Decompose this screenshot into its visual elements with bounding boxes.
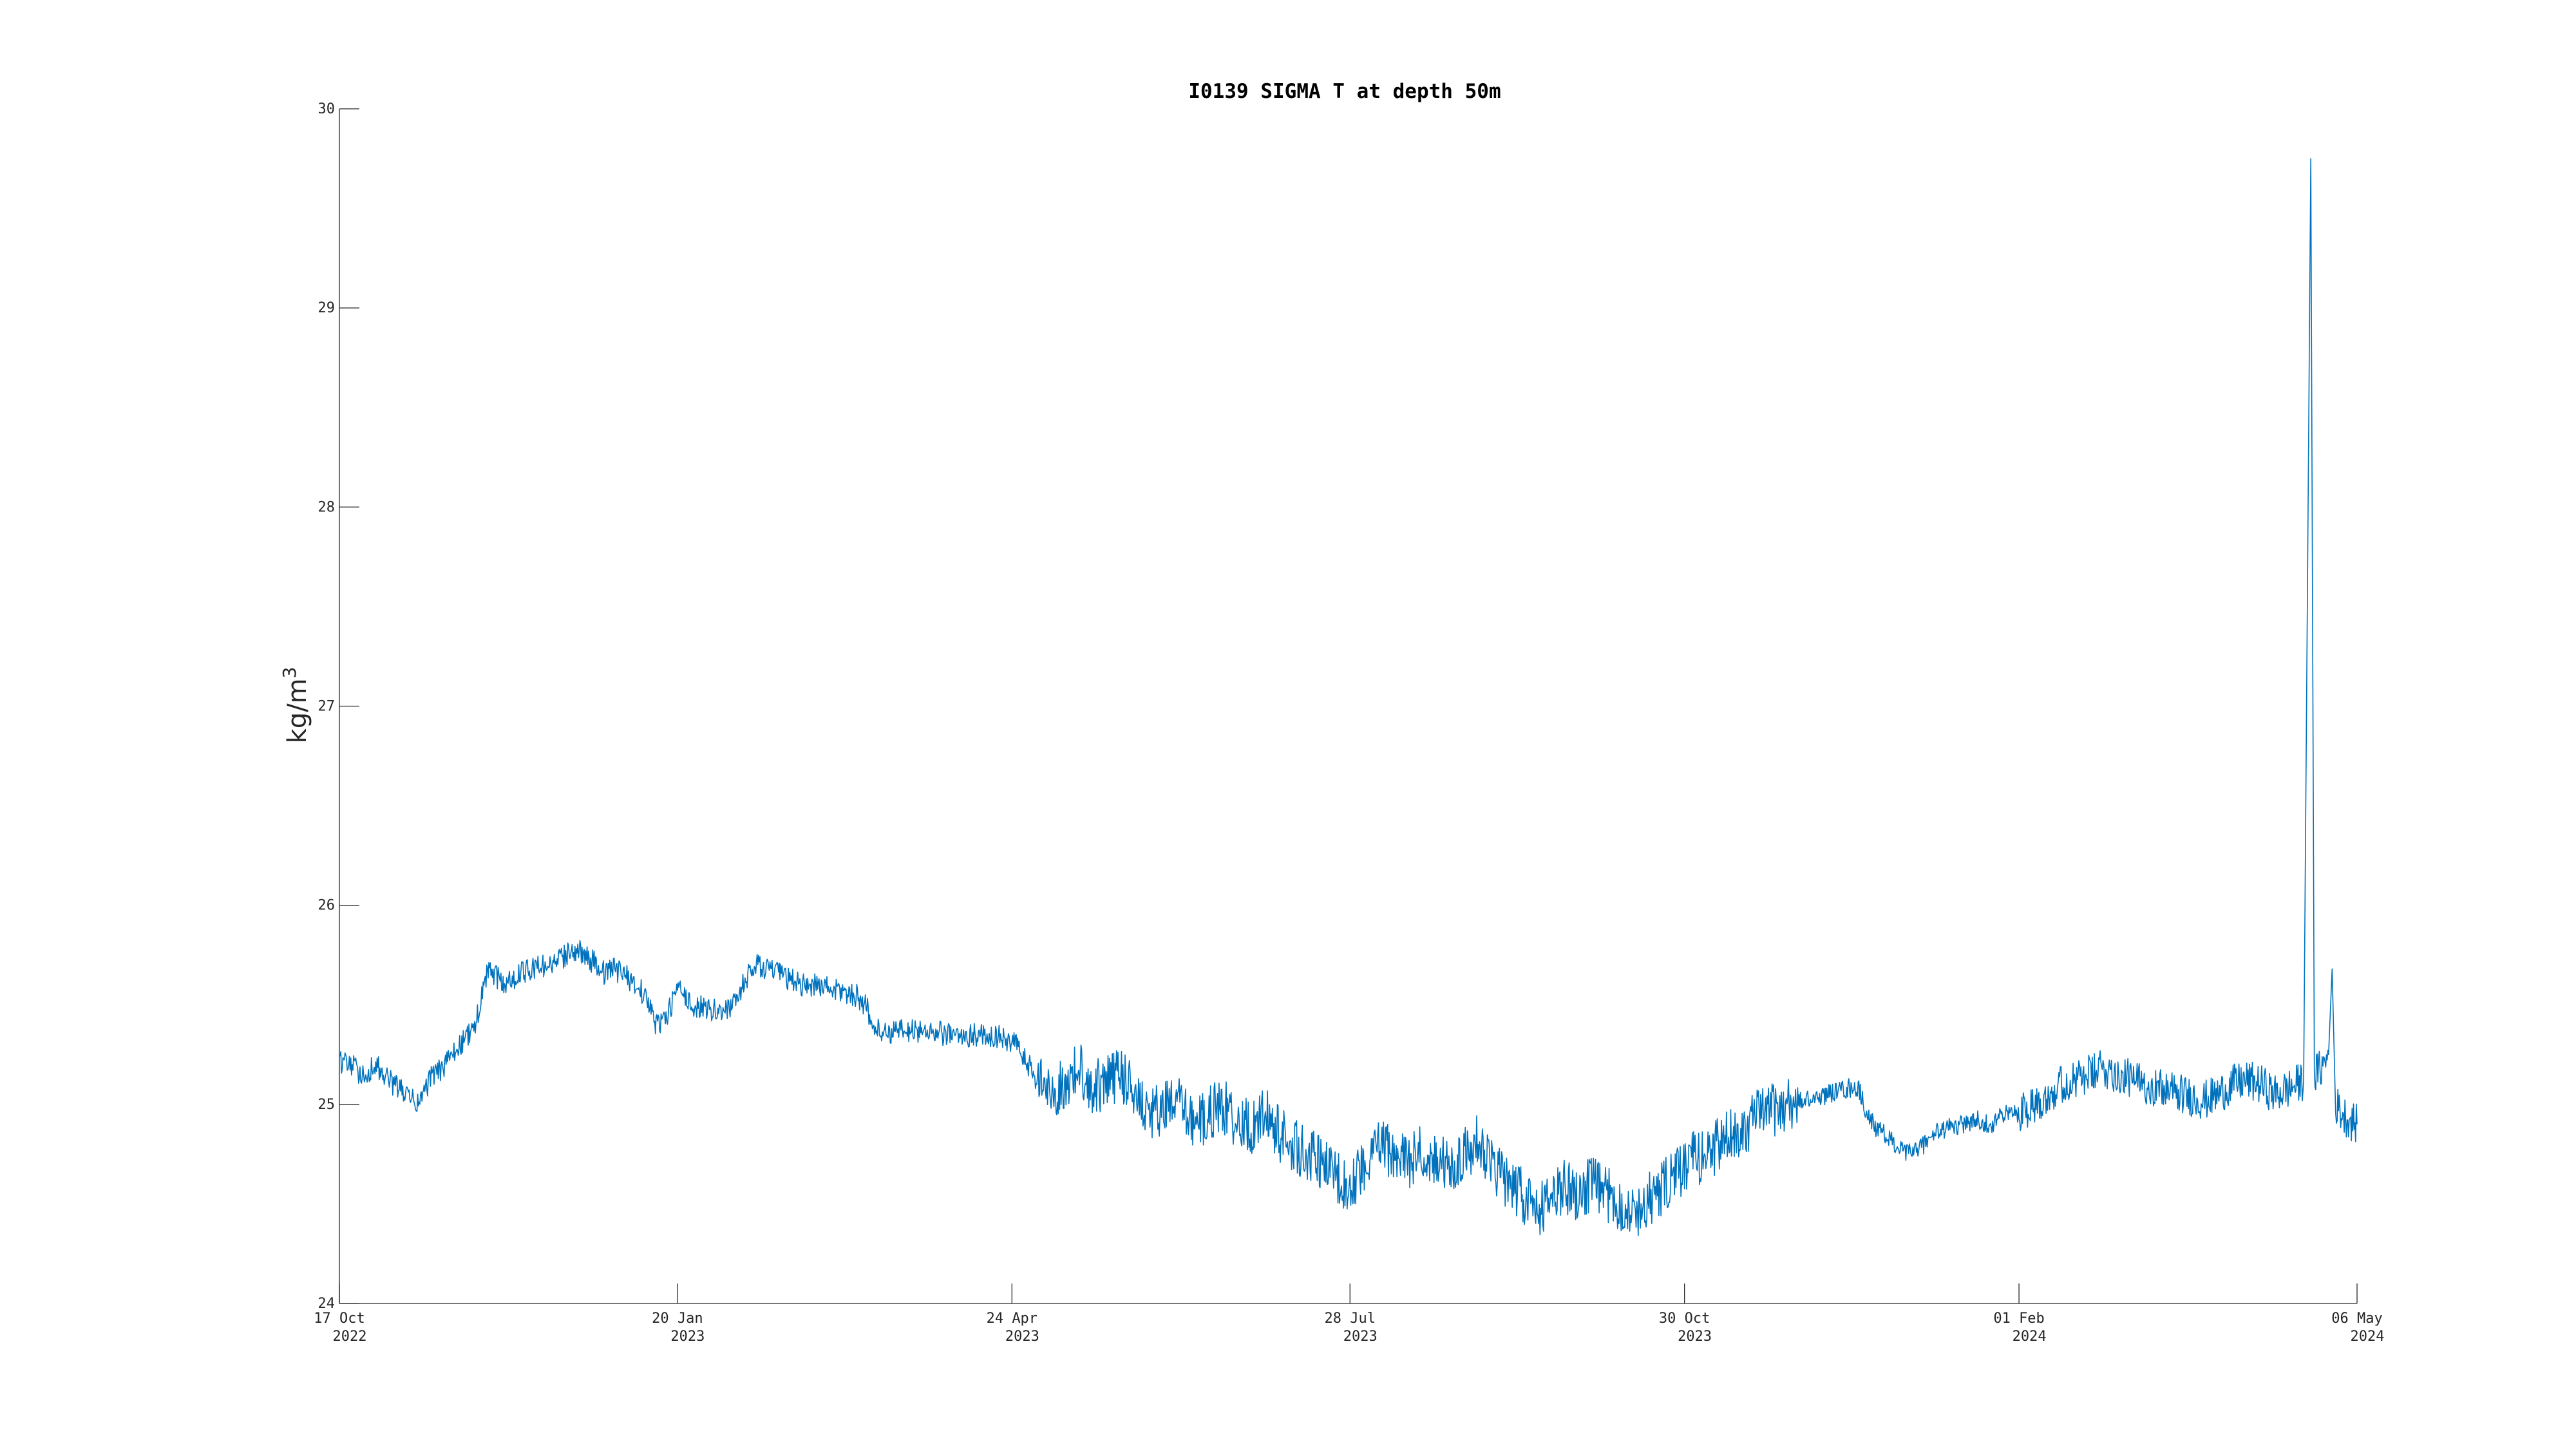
series-line: [339, 158, 2358, 1236]
y-tick-label: 26: [318, 898, 336, 914]
series-group: [339, 158, 2358, 1236]
y-axis-label-superscript: 3: [279, 667, 300, 679]
y-tick-label: 29: [318, 300, 336, 316]
y-tick-label: 30: [318, 101, 336, 117]
x-tick-year-label: 2024: [2012, 1329, 2047, 1345]
x-tick-year-label: 2022: [333, 1329, 367, 1345]
x-tick-year-label: 2023: [1005, 1329, 1039, 1345]
x-tick-year-label: 2023: [1678, 1329, 1712, 1345]
x-tick-year-label: 2024: [2351, 1329, 2385, 1345]
chart-title: I0139 SIGMA T at depth 50m: [1188, 80, 1501, 103]
x-tick-label: 17 Oct: [314, 1311, 365, 1327]
y-tick-label: 25: [318, 1097, 336, 1113]
x-tick-label: 01 Feb: [1993, 1311, 2044, 1327]
y-tick-label: 24: [318, 1296, 336, 1312]
y-axis-label: kg/m3: [279, 667, 312, 744]
x-tick-label: 24 Apr: [987, 1311, 1037, 1327]
x-ticks: 17 Oct 2022 20 Jan 2023 24 Apr 2023 28 Jul 2023…: [314, 1283, 2384, 1345]
x-tick-year-label: 2023: [670, 1329, 705, 1345]
y-tick-label: 27: [318, 699, 336, 715]
x-tick-label: 28 Jul: [1325, 1311, 1376, 1327]
x-tick-label: 06 May: [2331, 1311, 2382, 1327]
y-tick-label: 28: [318, 499, 336, 515]
x-tick-label: 30 Oct: [1659, 1311, 1710, 1327]
y-axis-label-unit: kg/m: [283, 678, 312, 743]
y-ticks: 24 25 26 27 28 29 30: [318, 101, 359, 1312]
x-tick-year-label: 2023: [1343, 1329, 1378, 1345]
x-tick-label: 20 Jan: [652, 1311, 703, 1327]
